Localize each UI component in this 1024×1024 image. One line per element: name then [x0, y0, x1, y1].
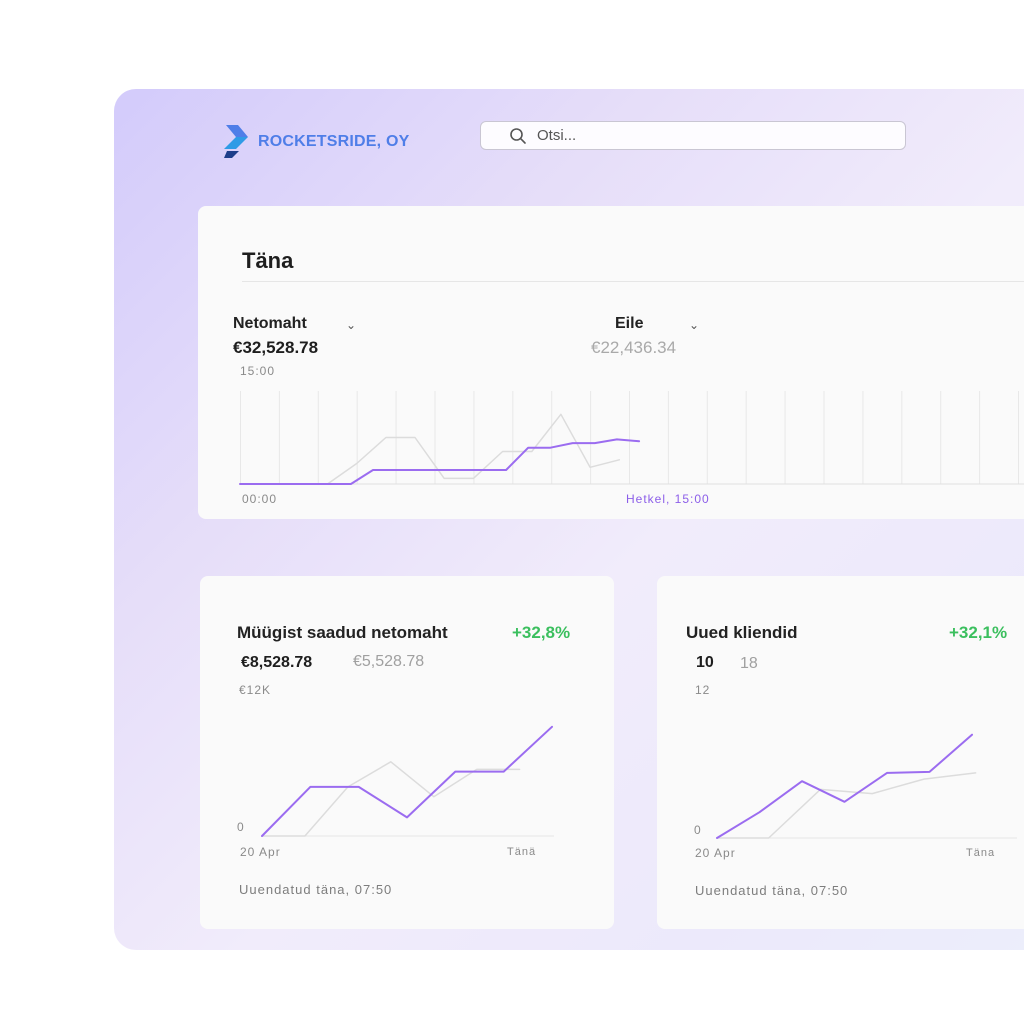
- series-previous-line: [716, 772, 977, 839]
- sales-title: Müügist saadud netomaht: [237, 623, 448, 642]
- today-title: Täna: [242, 248, 294, 273]
- x-axis-start-label: 20 Apr: [240, 845, 281, 859]
- series-previous-line: [261, 761, 521, 837]
- x-axis-start-label: 20 Apr: [695, 846, 736, 860]
- customers-card: Uued kliendid +32,1% 10 18 12 0 20 Apr T…: [657, 576, 1024, 929]
- netomaht-value: €32,528.78: [233, 338, 319, 357]
- search-bar[interactable]: [480, 121, 906, 150]
- dashboard-frame: ROCKETSRIDE, OY Täna Netomaht ⌄ €32,528.…: [114, 89, 1024, 950]
- search-icon: [510, 127, 526, 144]
- y-axis-min-label: 0: [237, 820, 245, 834]
- customers-chart: [716, 733, 1017, 839]
- divider: [242, 281, 1024, 282]
- customers-delta: +32,1%: [949, 623, 1008, 642]
- series-current-line: [716, 733, 973, 839]
- x-axis-now-label: Hetkel, 15:00: [626, 492, 710, 506]
- chevron-down-icon[interactable]: ⌄: [346, 318, 357, 332]
- customers-updated-text: Uuendatud täna, 07:50: [695, 883, 849, 898]
- sales-card: Müügist saadud netomaht +32,8% €8,528.78…: [200, 576, 614, 929]
- series-netomaht-line: [239, 438, 641, 485]
- customers-title: Uued kliendid: [686, 623, 798, 642]
- x-axis-end-label: Täna: [966, 847, 996, 859]
- sales-chart: [261, 725, 554, 837]
- search-input[interactable]: [535, 126, 839, 145]
- compare-value: €22,436.34: [591, 338, 677, 357]
- customers-previous-value: 18: [740, 655, 758, 672]
- series-current-line: [261, 725, 553, 837]
- y-axis-max-label: €12K: [239, 683, 272, 697]
- y-axis-top-label: 15:00: [240, 364, 276, 378]
- y-axis-min-label: 0: [694, 823, 702, 837]
- x-axis-start-label: 00:00: [242, 492, 278, 506]
- sales-updated-text: Uuendatud täna, 07:50: [239, 882, 393, 897]
- x-axis-end-label: Tänä: [507, 846, 537, 858]
- rocket-logo-icon: [224, 125, 248, 158]
- series-eile-line: [239, 413, 621, 485]
- today-card: Täna Netomaht ⌄ €32,528.78 Eile ⌄ €22,43…: [198, 206, 1024, 519]
- customers-current-value: 10: [696, 654, 714, 671]
- sales-current-value: €8,528.78: [241, 654, 313, 671]
- chevron-down-icon[interactable]: ⌄: [689, 318, 700, 332]
- compare-selector[interactable]: Eile: [615, 315, 644, 332]
- sales-delta: +32,8%: [512, 623, 571, 642]
- brand-logo[interactable]: ROCKETSRIDE, OY: [224, 125, 409, 159]
- y-axis-max-label: 12: [695, 683, 711, 697]
- netomaht-selector[interactable]: Netomaht: [233, 315, 307, 332]
- brand-name: ROCKETSRIDE, OY: [258, 133, 410, 150]
- sales-previous-value: €5,528.78: [353, 653, 425, 670]
- today-chart: [239, 391, 1024, 485]
